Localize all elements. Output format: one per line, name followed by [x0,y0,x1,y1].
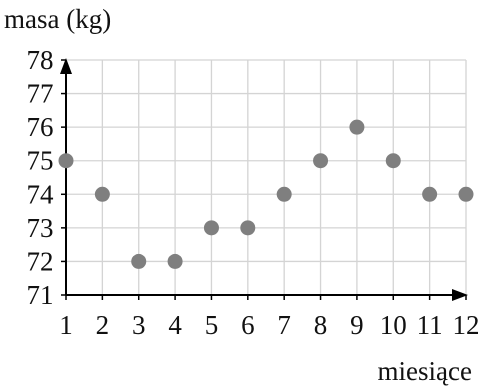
x-tick-label: 3 [132,310,146,340]
grid [66,59,467,295]
data-point [422,186,438,202]
x-tick-label: 5 [205,310,219,340]
y-tick-label: 74 [27,179,55,209]
x-tick-label: 9 [350,310,364,340]
x-tick-label: 7 [277,310,291,340]
data-point [131,253,147,269]
y-tick-label: 72 [27,246,54,276]
data-point [58,153,74,169]
data-point [167,253,183,269]
data-point [349,119,365,135]
data-point [458,186,474,202]
x-axis-label: miesiące [378,356,472,386]
x-tick-label: 2 [96,310,110,340]
data-point [94,186,110,202]
y-tick-label: 77 [27,79,54,109]
y-tick-label: 75 [27,146,54,176]
y-tick-label: 78 [27,45,54,75]
data-point [313,153,329,169]
y-tick-label: 73 [27,213,54,243]
axes [60,58,468,301]
data-point [203,220,219,236]
x-tick-label: 11 [417,310,443,340]
x-tick-label: 6 [241,310,255,340]
data-point [276,186,292,202]
x-tick-label: 1 [59,310,73,340]
x-tick-label: 12 [453,310,480,340]
data-points [58,119,474,269]
data-point [240,220,256,236]
x-tick-label: 10 [380,310,407,340]
x-tick-label: 4 [168,310,182,340]
y-axis-label: masa (kg) [4,4,111,34]
data-point [385,153,401,169]
y-tick-label: 71 [27,280,54,310]
x-axis-arrow [452,289,468,301]
y-tick-label: 76 [27,112,54,142]
x-tick-label: 8 [314,310,328,340]
y-axis-arrow [60,58,72,74]
